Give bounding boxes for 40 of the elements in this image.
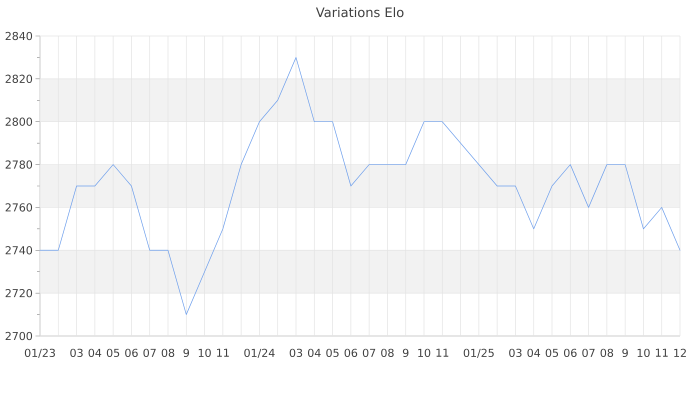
x-tick-label: 03 xyxy=(70,348,83,358)
x-tick-label: 04 xyxy=(308,348,321,358)
x-tick-label: 10 xyxy=(198,348,211,358)
x-tick-label: 9 xyxy=(183,348,190,358)
x-tick-label: 06 xyxy=(344,348,358,358)
x-tick-label: 05 xyxy=(546,348,558,358)
x-tick-label: 9 xyxy=(622,348,628,358)
x-tick-label: 9 xyxy=(402,348,408,358)
x-tick-label: 07 xyxy=(362,348,376,358)
x-tick-label: 07 xyxy=(582,348,595,358)
y-tick-label: 2700 xyxy=(6,332,32,340)
x-tick-label: 04 xyxy=(527,348,540,358)
x-tick-label: 04 xyxy=(88,348,102,358)
x-tick-label: 11 xyxy=(217,348,229,357)
x-tick-label: 05 xyxy=(326,348,339,358)
y-tick-label: 2840 xyxy=(6,32,32,40)
x-tick-label: 08 xyxy=(162,348,174,358)
x-tick-label: 10 xyxy=(638,348,650,358)
x-tick-label: 01/24 xyxy=(244,348,275,358)
x-tick-label: 12 xyxy=(674,348,686,357)
x-tick-label: 08 xyxy=(600,348,614,358)
x-tick-label: 11 xyxy=(436,348,448,357)
y-tick-label: 2740 xyxy=(6,246,32,254)
y-tick-label: 2820 xyxy=(6,74,32,84)
chart-title: Variations Elo xyxy=(316,7,404,18)
x-tick-label: 07 xyxy=(143,348,156,358)
x-tick-label: 03 xyxy=(509,348,522,358)
y-tick-label: 2780 xyxy=(6,160,32,169)
x-tick-label: 06 xyxy=(125,348,138,358)
x-tick-label: 01/25 xyxy=(464,348,494,358)
x-tick-label: 10 xyxy=(418,348,430,358)
x-tick-label: 11 xyxy=(656,348,668,357)
x-tick-label: 05 xyxy=(106,348,120,358)
x-tick-label: 06 xyxy=(564,348,577,358)
x-tick-label: 08 xyxy=(381,348,394,358)
x-tick-label: 01/23 xyxy=(24,348,55,358)
y-tick-label: 2800 xyxy=(6,118,32,126)
y-tick-label: 2720 xyxy=(6,288,32,298)
y-tick-label: 2760 xyxy=(6,203,32,212)
x-tick-label: 03 xyxy=(290,348,302,358)
